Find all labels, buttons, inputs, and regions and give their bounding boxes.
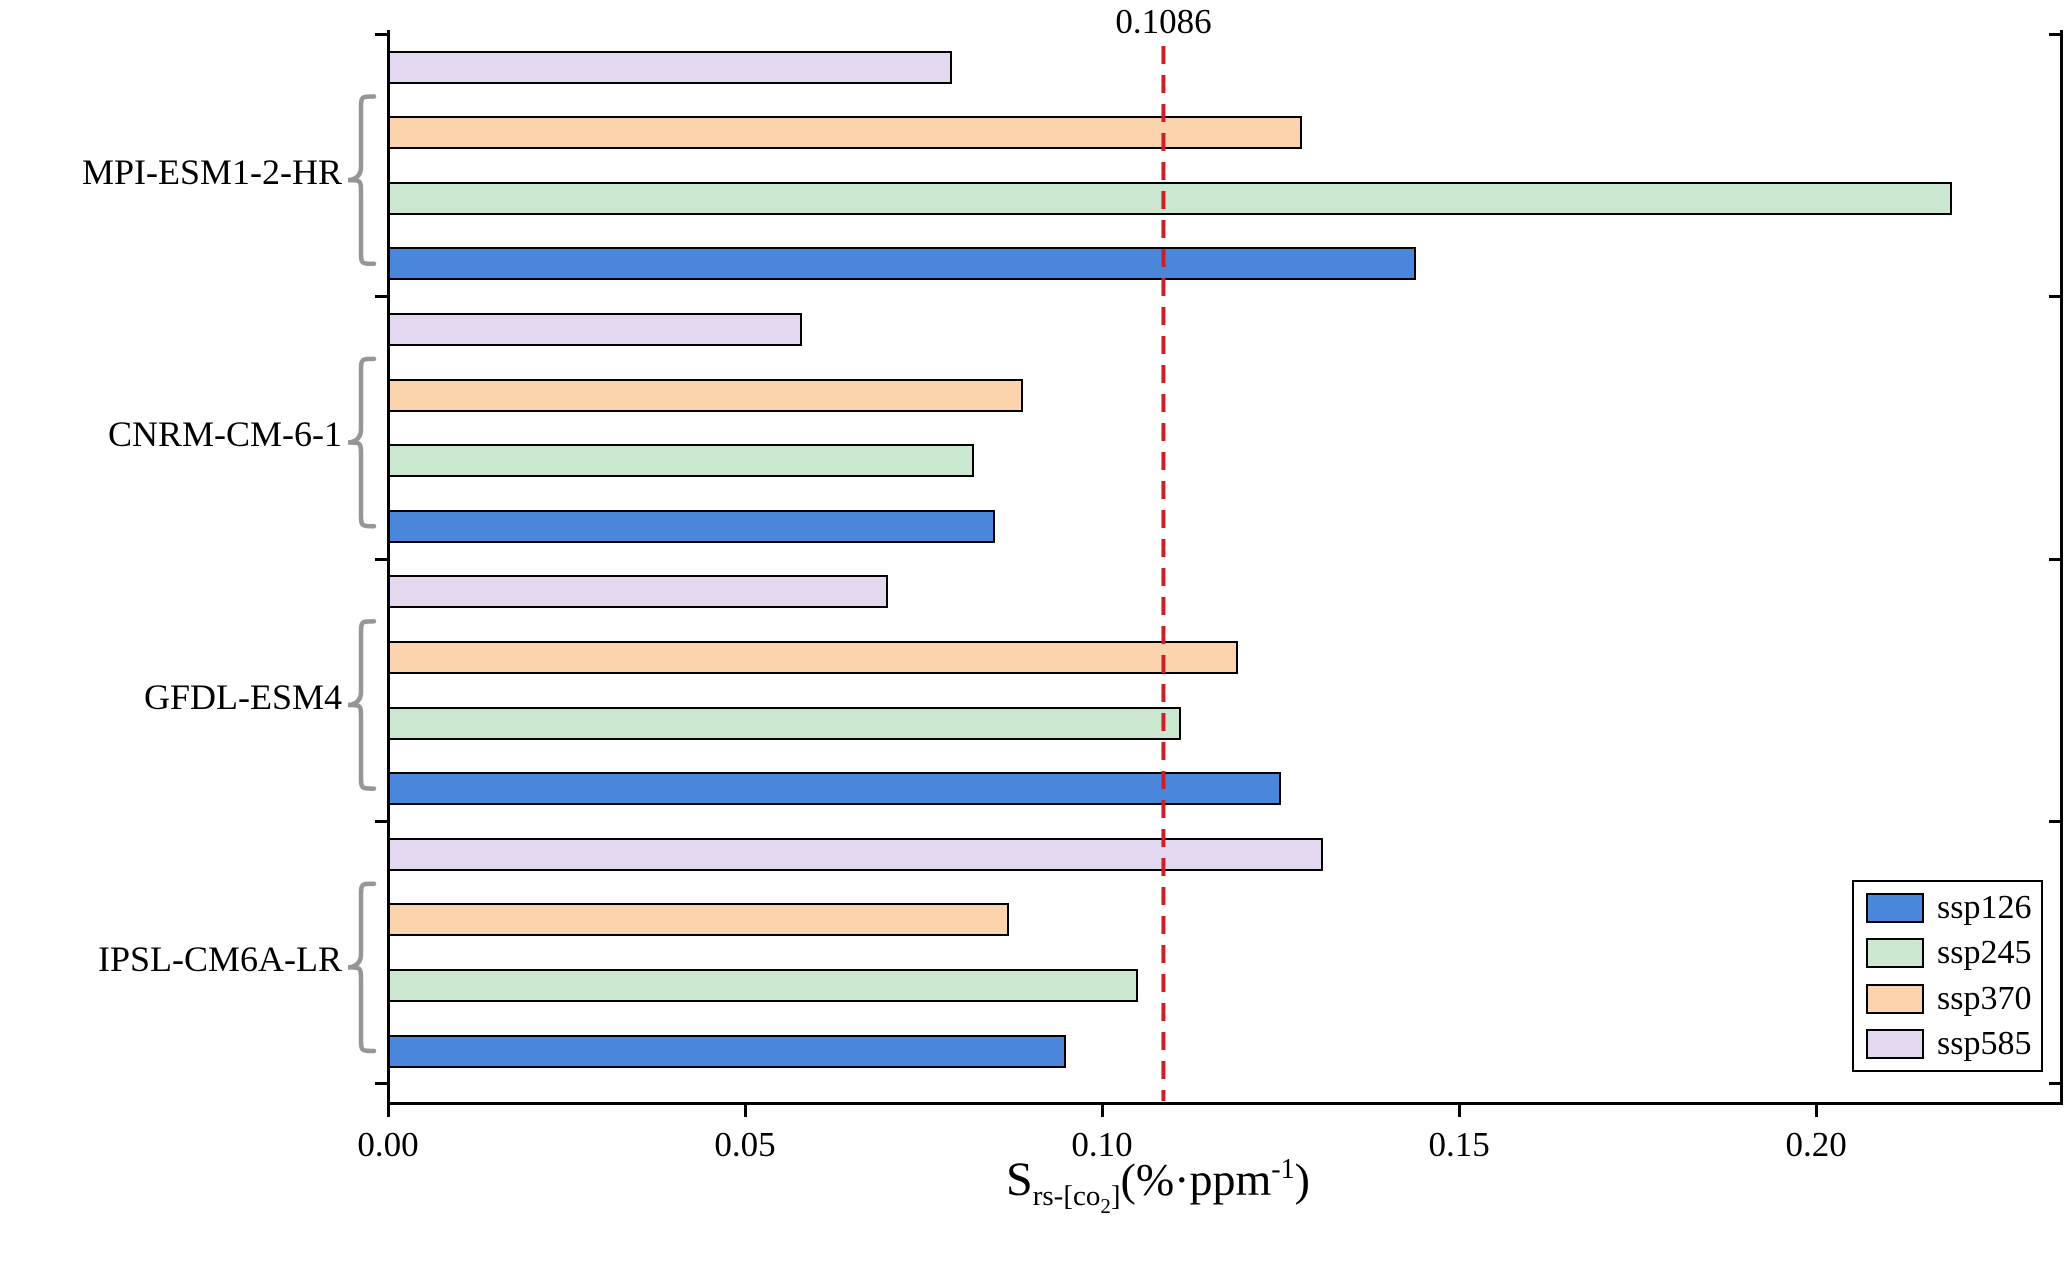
x-axis-label-symbol: S [1006, 1153, 1033, 1206]
legend-label-ssp126: ssp126 [1937, 889, 2032, 927]
x-axis-label-subsubscript: 2 [1100, 1194, 1111, 1218]
bar-ipsl-cm6a-lr-ssp370 [388, 903, 1010, 937]
x-axis-line [386, 1101, 2063, 1105]
legend-label-ssp585: ssp585 [1937, 1024, 2032, 1062]
bar-ipsl-cm6a-lr-ssp585 [388, 837, 1324, 871]
group-label-mpi-esm1-2-hr: MPI-ESM1-2-HR [81, 151, 342, 192]
group-brace-ipsl-cm6a-lr [347, 881, 377, 1054]
bar-ipsl-cm6a-lr-ssp126 [388, 1034, 1067, 1068]
y-tick-right [2049, 819, 2061, 823]
bar-gfdl-esm4-ssp370 [388, 640, 1238, 674]
legend-swatch-ssp585 [1866, 1028, 1924, 1059]
x-axis-label-unit-close: ) [1294, 1154, 1310, 1205]
x-axis-label: Srs-[co2](%·ppm-1) [388, 1152, 1928, 1218]
legend: ssp126 ssp245 ssp370 ssp585 [1852, 880, 2043, 1072]
bar-cnrm-cm-6-1-ssp126 [388, 509, 995, 543]
bar-ipsl-cm6a-lr-ssp245 [388, 968, 1138, 1002]
reference-line-label: 0.1086 [1115, 2, 1212, 41]
legend-swatch-ssp245 [1866, 938, 1924, 969]
x-tick-label: 0.20 [1785, 1125, 1847, 1164]
y-tick-left [375, 32, 387, 36]
legend-row-ssp245: ssp245 [1854, 934, 2041, 972]
x-tick [1457, 1103, 1461, 1117]
x-axis-label-subscript-close: ] [1110, 1180, 1121, 1212]
legend-label-ssp245: ssp245 [1937, 934, 2032, 972]
group-brace-mpi-esm1-2-hr [347, 94, 377, 267]
bar-gfdl-esm4-ssp126 [388, 772, 1281, 806]
x-axis-label-subscript: rs-[co2] [1032, 1180, 1121, 1218]
x-axis-label-unit: (%·ppm [1120, 1154, 1272, 1205]
y-tick-left [375, 1082, 387, 1086]
bar-gfdl-esm4-ssp585 [388, 575, 888, 609]
legend-swatch-ssp370 [1866, 983, 1924, 1014]
x-tick [1100, 1103, 1104, 1117]
y-tick-right [2049, 32, 2061, 36]
bar-mpi-esm1-2-hr-ssp370 [388, 116, 1302, 150]
bar-cnrm-cm-6-1-ssp245 [388, 444, 974, 478]
x-tick [1814, 1103, 1818, 1117]
x-tick-label: 0.05 [714, 1125, 776, 1164]
group-brace-cnrm-cm-6-1 [347, 356, 377, 529]
bar-mpi-esm1-2-hr-ssp126 [388, 247, 1417, 281]
y-tick-left [375, 557, 387, 561]
y-tick-right [2049, 557, 2061, 561]
x-tick-label: 0.00 [357, 1125, 419, 1164]
x-tick-label: 0.15 [1428, 1125, 1490, 1164]
x-tick [743, 1103, 747, 1117]
group-label-cnrm-cm-6-1: CNRM-CM-6-1 [107, 414, 342, 455]
y-tick-right [2049, 295, 2061, 299]
x-tick-label: 0.10 [1071, 1125, 1133, 1164]
group-label-gfdl-esm4: GFDL-ESM4 [143, 676, 342, 717]
bar-gfdl-esm4-ssp245 [388, 706, 1181, 740]
y-axis-line [386, 30, 390, 1103]
legend-row-ssp370: ssp370 [1854, 980, 2041, 1018]
bar-mpi-esm1-2-hr-ssp585 [388, 50, 953, 84]
bar-cnrm-cm-6-1-ssp585 [388, 312, 803, 346]
x-axis-label-subscript-text: rs-[co [1032, 1180, 1101, 1212]
legend-row-ssp126: ssp126 [1854, 889, 2041, 927]
right-axis-line [2059, 30, 2063, 1103]
group-label-ipsl-cm6a-lr: IPSL-CM6A-LR [97, 939, 342, 980]
y-tick-right [2049, 1082, 2061, 1086]
legend-label-ssp370: ssp370 [1937, 979, 2032, 1017]
bar-mpi-esm1-2-hr-ssp245 [388, 181, 1952, 215]
x-axis-label-exponent: -1 [1271, 1154, 1295, 1185]
y-tick-left [375, 819, 387, 823]
bar-cnrm-cm-6-1-ssp370 [388, 378, 1024, 412]
legend-row-ssp585: ssp585 [1854, 1025, 2041, 1063]
legend-swatch-ssp126 [1866, 893, 1924, 924]
x-tick [386, 1103, 390, 1117]
group-brace-gfdl-esm4 [347, 619, 377, 791]
y-tick-left [375, 295, 387, 299]
